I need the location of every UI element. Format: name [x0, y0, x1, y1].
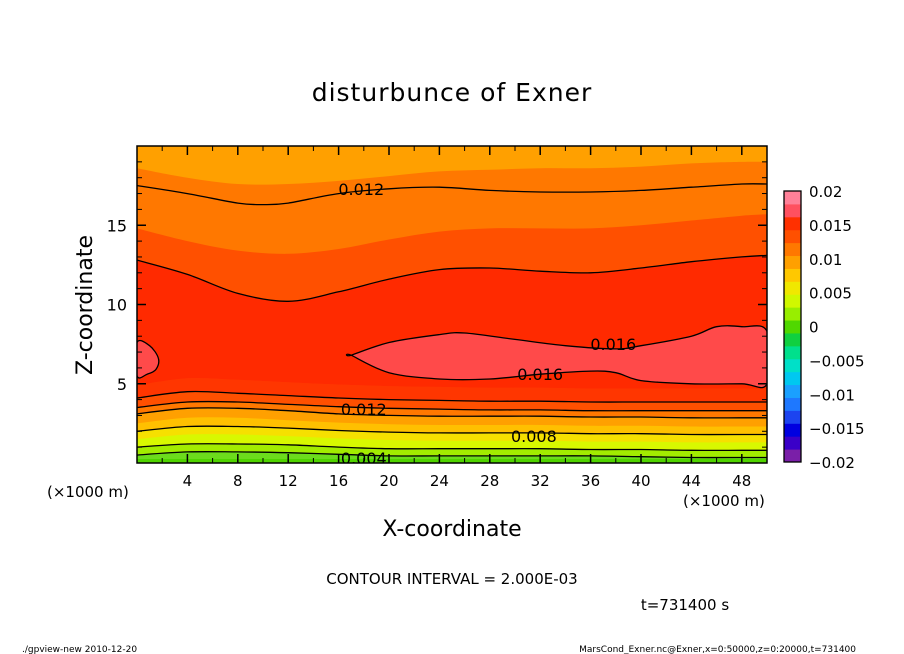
x-axis-unit: (×1000 m): [47, 483, 129, 501]
colorbar-swatch: [784, 423, 801, 437]
footer-right: MarsCond_Exner.nc@Exner,x=0:50000,z=0:20…: [579, 645, 856, 654]
colorbar-swatch: [784, 449, 801, 463]
colorbar-swatch: [784, 229, 801, 244]
colorbar-swatch: [784, 216, 801, 231]
time-text: t=731400 s: [641, 596, 729, 614]
colorbar-swatch: [784, 191, 801, 205]
y-tick-label: 10: [107, 296, 127, 315]
x-tick-label: 28: [480, 472, 499, 490]
contour-interval-text: CONTOUR INTERVAL = 2.000E-03: [326, 570, 577, 588]
colorbar-tick-label: −0.02: [809, 454, 855, 472]
contour-label: 0.004: [341, 449, 387, 468]
colorbar-swatch: [784, 332, 801, 347]
colorbar-swatch: [784, 307, 801, 321]
colorbar-swatch: [784, 294, 801, 308]
contour-line: [137, 254, 767, 302]
colorbar-swatch: [784, 203, 801, 218]
contour-line: [345, 325, 767, 389]
colorbar-tick-label: 0.02: [809, 183, 842, 201]
x-axis-label: X-coordinate: [382, 517, 521, 542]
colorbar-tick-label: 0.01: [809, 251, 842, 269]
colorbar-swatch: [784, 371, 801, 386]
chart-title: disturbunce of Exner: [312, 78, 593, 107]
colorbar-swatch: [784, 358, 801, 373]
contour-lines: [137, 183, 767, 459]
contour-line: [137, 390, 767, 403]
colorbar-tick-label: 0.005: [809, 285, 852, 303]
y-tick-label: 5: [117, 375, 127, 394]
colorbar-tick-label: −0.005: [809, 352, 865, 370]
contour-label: 0.016: [517, 365, 563, 384]
contour-labels: 0.012 0.016 0.016 0.012 0.008 0.004: [338, 180, 636, 468]
x-tick-label: 32: [531, 472, 550, 490]
colorbar-swatch: [784, 320, 801, 334]
contour-band: [137, 146, 767, 185]
colorbar-swatch: [784, 345, 801, 360]
y-axis-unit: (×1000 m): [683, 492, 765, 510]
x-tick-label: 16: [329, 472, 348, 490]
y-axis-label: Z-coordinate: [73, 235, 98, 375]
maximum-region: [346, 325, 767, 388]
footer-left: ./gpview-new 2010-12-20: [22, 645, 137, 654]
x-tick-label: 36: [581, 472, 600, 490]
contour-label: 0.012: [338, 180, 384, 199]
contour-line: [137, 339, 160, 379]
contour-label: 0.012: [341, 400, 387, 419]
colorbar-swatch: [784, 255, 801, 269]
colorbar-swatch: [784, 436, 801, 450]
colorbar-frame: [783, 190, 802, 463]
contour-line: [137, 407, 767, 419]
x-axis-ticks: 4 8 12 16 20 24 28 32 36 40 44 48: [161, 146, 751, 490]
contour-line: [137, 400, 767, 412]
x-tick-label: 48: [732, 472, 751, 490]
x-tick-label: 20: [379, 472, 398, 490]
contour-label: 0.008: [511, 427, 557, 446]
x-tick-label: 4: [183, 472, 193, 490]
colorbar-tick-label: −0.015: [809, 420, 865, 438]
contour-line: [137, 183, 767, 206]
colorbar-swatch: [784, 268, 801, 282]
x-tick-label: 24: [430, 472, 449, 490]
colorbar-swatch: [784, 397, 801, 411]
y-axis-ticks: 5 10 15: [107, 161, 767, 448]
x-tick-label: 8: [233, 472, 243, 490]
x-tick-label: 40: [631, 472, 650, 490]
colorbar-tick-label: −0.01: [809, 386, 855, 404]
contour-line: [137, 425, 767, 436]
contour-line: [137, 443, 767, 452]
colorbar: 0.02 0.015 0.01 0.005 0 −0.005 −0.01 −0.015 −0.0…: [783, 183, 865, 472]
contour-band-bottom: [137, 459, 767, 463]
colorbar-swatch: [784, 242, 801, 257]
colorbar-swatch: [784, 281, 801, 295]
x-tick-label: 44: [682, 472, 701, 490]
colorbar-swatch: [784, 410, 801, 424]
colorbar-swatch: [784, 384, 801, 398]
colorbar-tick-label: 0: [809, 319, 819, 337]
contour-line: [137, 451, 767, 459]
y-tick-label: 15: [107, 216, 127, 235]
contour-label: 0.016: [590, 335, 636, 354]
x-tick-label: 12: [279, 472, 298, 490]
colorbar-tick-label: 0.015: [809, 217, 852, 235]
plot-area: 0.012 0.016 0.016 0.012 0.008 0.004: [137, 146, 767, 468]
